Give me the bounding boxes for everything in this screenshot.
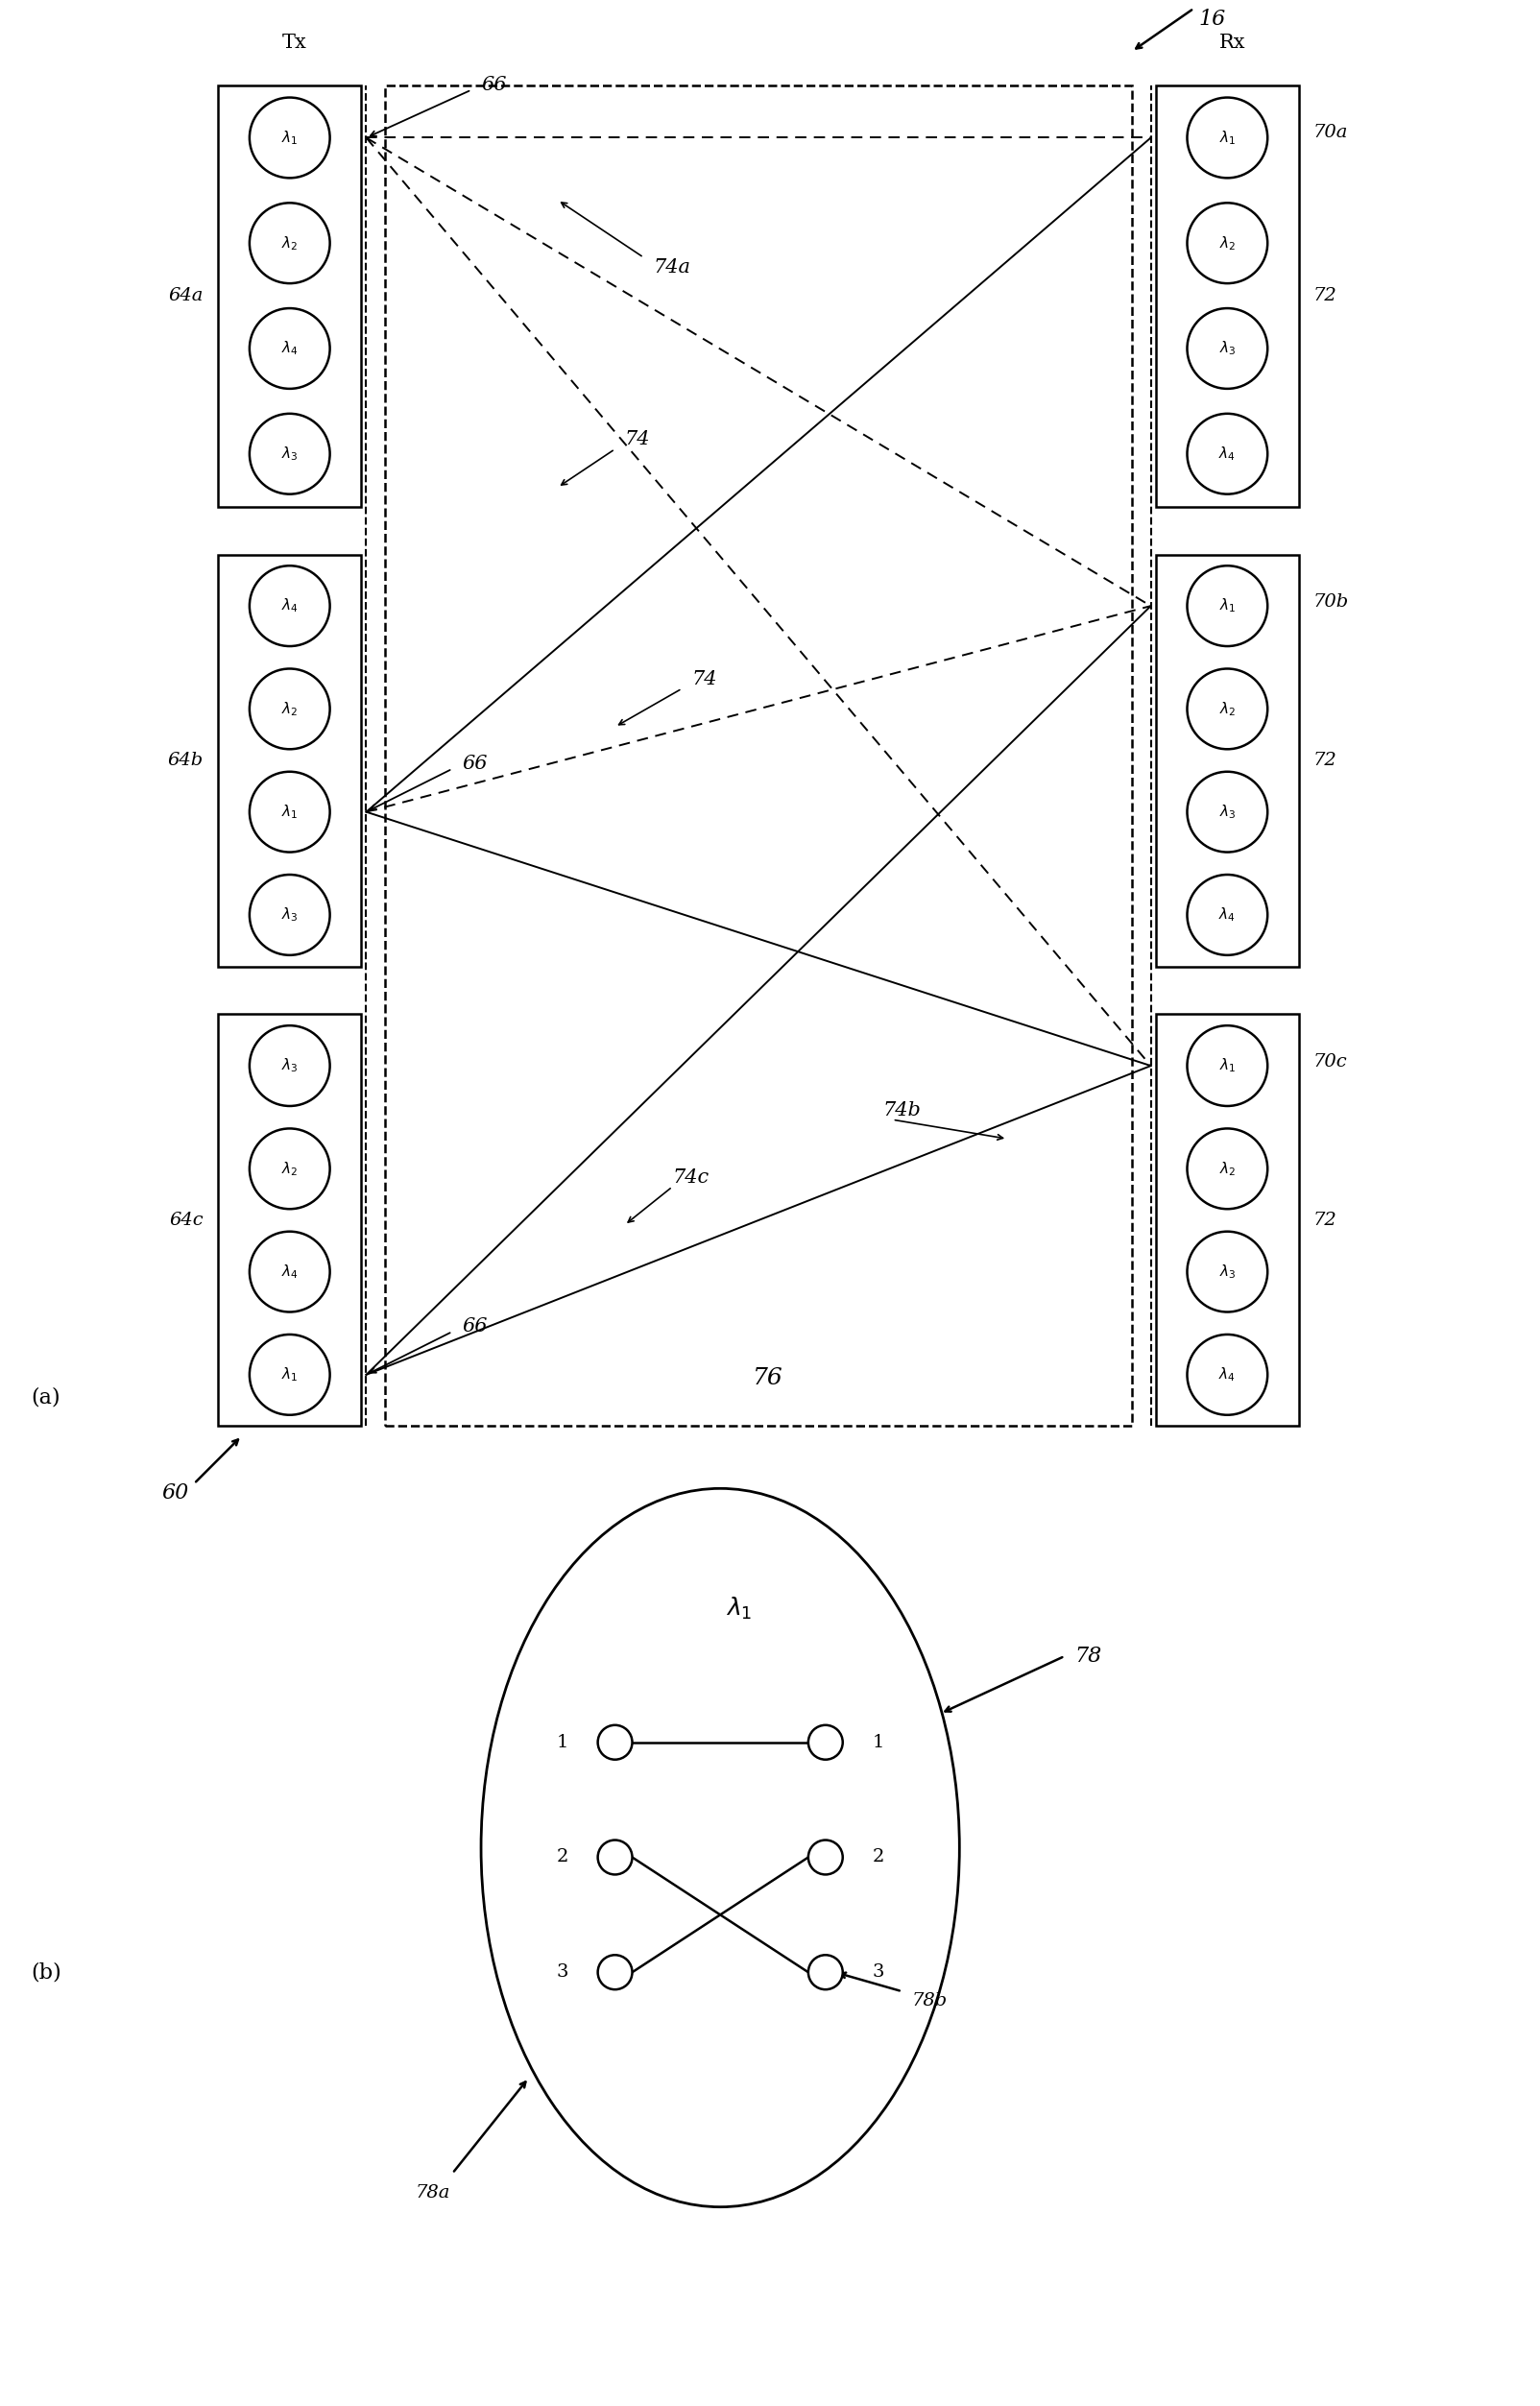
Bar xyxy=(1155,1015,1300,1427)
Text: 60: 60 xyxy=(162,1482,188,1504)
Circle shape xyxy=(1187,565,1267,647)
Text: Rx: Rx xyxy=(1220,34,1246,51)
Text: 66: 66 xyxy=(480,77,507,94)
Text: $\lambda_{4}$: $\lambda_{4}$ xyxy=(1218,1367,1237,1383)
Text: $\lambda_{3}$: $\lambda_{3}$ xyxy=(282,1056,299,1075)
Circle shape xyxy=(1187,1128,1267,1208)
Text: 74: 74 xyxy=(691,669,718,688)
Text: $\lambda_{3}$: $\lambda_{3}$ xyxy=(282,445,299,462)
Text: 72: 72 xyxy=(1314,751,1337,770)
Text: $\lambda_{1}$: $\lambda_{1}$ xyxy=(282,804,299,820)
Text: 3: 3 xyxy=(556,1963,568,1980)
Text: 76: 76 xyxy=(753,1367,784,1388)
Text: 2: 2 xyxy=(556,1848,568,1867)
Text: 78b: 78b xyxy=(912,1992,947,2009)
Text: $\lambda_{4}$: $\lambda_{4}$ xyxy=(1218,907,1237,924)
Circle shape xyxy=(249,202,330,284)
Text: (a): (a) xyxy=(31,1386,60,1408)
Text: (b): (b) xyxy=(31,1961,62,1983)
Circle shape xyxy=(249,414,330,493)
Text: 72: 72 xyxy=(1314,286,1337,306)
Circle shape xyxy=(249,1335,330,1415)
Circle shape xyxy=(249,772,330,852)
Text: 74a: 74a xyxy=(653,257,691,277)
Circle shape xyxy=(1187,99,1267,178)
Text: 64b: 64b xyxy=(168,751,203,770)
Text: 74: 74 xyxy=(625,431,650,448)
Text: $\lambda_{2}$: $\lambda_{2}$ xyxy=(1220,700,1235,717)
Text: 78a: 78a xyxy=(416,2185,451,2201)
Text: $\lambda_{3}$: $\lambda_{3}$ xyxy=(1218,1263,1235,1280)
Text: $\lambda_{2}$: $\lambda_{2}$ xyxy=(282,700,299,717)
Text: 74c: 74c xyxy=(673,1167,708,1186)
Text: 74b: 74b xyxy=(882,1102,921,1119)
Circle shape xyxy=(249,669,330,748)
Circle shape xyxy=(249,99,330,178)
Circle shape xyxy=(1187,414,1267,493)
Circle shape xyxy=(1187,1232,1267,1311)
Text: $\lambda_{4}$: $\lambda_{4}$ xyxy=(282,339,299,358)
Circle shape xyxy=(598,1841,633,1874)
Circle shape xyxy=(249,1128,330,1208)
Circle shape xyxy=(1187,1025,1267,1107)
Text: $\lambda_{4}$: $\lambda_{4}$ xyxy=(282,1263,299,1280)
Text: 64c: 64c xyxy=(169,1213,203,1229)
Circle shape xyxy=(809,1841,842,1874)
Bar xyxy=(1155,553,1300,967)
Text: $\lambda_{2}$: $\lambda_{2}$ xyxy=(1220,1160,1235,1177)
Text: 72: 72 xyxy=(1314,1213,1337,1229)
Text: $\lambda_{2}$: $\lambda_{2}$ xyxy=(1220,233,1235,253)
Text: 1: 1 xyxy=(872,1735,884,1752)
Text: $\lambda_{3}$: $\lambda_{3}$ xyxy=(1218,339,1235,358)
Text: $\lambda_1$: $\lambda_1$ xyxy=(727,1595,753,1622)
Circle shape xyxy=(1187,308,1267,390)
Circle shape xyxy=(809,1725,842,1759)
Text: 66: 66 xyxy=(462,755,487,772)
Text: 2: 2 xyxy=(872,1848,884,1867)
Bar xyxy=(385,84,1132,1427)
Text: $\lambda_{3}$: $\lambda_{3}$ xyxy=(282,907,299,924)
Text: 70c: 70c xyxy=(1314,1054,1348,1071)
Circle shape xyxy=(1187,669,1267,748)
Text: $\lambda_{1}$: $\lambda_{1}$ xyxy=(282,130,299,147)
Text: $\lambda_{3}$: $\lambda_{3}$ xyxy=(1218,804,1235,820)
Text: $\lambda_{2}$: $\lambda_{2}$ xyxy=(282,233,299,253)
Text: $\lambda_{1}$: $\lambda_{1}$ xyxy=(1220,1056,1235,1075)
Circle shape xyxy=(809,1956,842,1990)
Text: $\lambda_{4}$: $\lambda_{4}$ xyxy=(1218,445,1237,462)
Circle shape xyxy=(1187,876,1267,955)
Bar xyxy=(219,1015,362,1427)
Text: 64a: 64a xyxy=(169,286,203,306)
Text: $\lambda_{1}$: $\lambda_{1}$ xyxy=(1220,597,1235,616)
Circle shape xyxy=(249,1232,330,1311)
Circle shape xyxy=(1187,772,1267,852)
Circle shape xyxy=(598,1725,633,1759)
Text: $\lambda_{2}$: $\lambda_{2}$ xyxy=(282,1160,299,1177)
Text: $\lambda_{1}$: $\lambda_{1}$ xyxy=(282,1367,299,1383)
Text: $\lambda_{4}$: $\lambda_{4}$ xyxy=(282,597,299,616)
Text: 78: 78 xyxy=(1075,1646,1101,1667)
Circle shape xyxy=(1187,202,1267,284)
Circle shape xyxy=(249,308,330,390)
Circle shape xyxy=(249,1025,330,1107)
Text: Tx: Tx xyxy=(282,34,306,51)
Text: 70a: 70a xyxy=(1314,125,1349,142)
Text: 1: 1 xyxy=(556,1735,568,1752)
Circle shape xyxy=(249,565,330,647)
Circle shape xyxy=(249,876,330,955)
Circle shape xyxy=(1187,1335,1267,1415)
Text: 66: 66 xyxy=(462,1318,487,1335)
Bar xyxy=(1155,84,1300,508)
Circle shape xyxy=(598,1956,633,1990)
Bar xyxy=(219,84,362,508)
Text: 70b: 70b xyxy=(1314,594,1349,611)
Text: $\lambda_{1}$: $\lambda_{1}$ xyxy=(1220,130,1235,147)
Bar xyxy=(219,553,362,967)
Text: 3: 3 xyxy=(872,1963,884,1980)
Text: 16: 16 xyxy=(1198,7,1226,29)
